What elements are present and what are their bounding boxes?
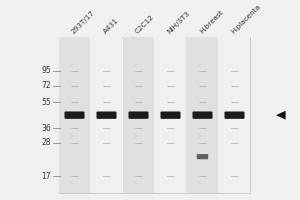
FancyBboxPatch shape (224, 111, 244, 119)
FancyBboxPatch shape (160, 111, 181, 119)
Text: C2C12: C2C12 (134, 14, 155, 35)
Text: 55: 55 (41, 98, 51, 107)
Bar (58, 37, 91, 193)
Bar (218, 37, 250, 193)
FancyBboxPatch shape (64, 111, 85, 119)
Text: 36: 36 (41, 124, 51, 133)
Text: 293T/17: 293T/17 (70, 9, 96, 35)
Text: 17: 17 (41, 172, 51, 181)
FancyBboxPatch shape (193, 111, 212, 119)
Text: A431: A431 (102, 17, 120, 35)
Text: 28: 28 (41, 138, 51, 147)
Polygon shape (276, 111, 286, 120)
Text: 95: 95 (41, 66, 51, 75)
Bar (154, 37, 187, 193)
FancyBboxPatch shape (128, 111, 148, 119)
Bar (58, 37, 250, 193)
Bar (91, 37, 122, 193)
Bar (122, 37, 154, 193)
Text: 72: 72 (41, 81, 51, 90)
FancyBboxPatch shape (97, 111, 116, 119)
Text: H.breast: H.breast (198, 9, 224, 35)
Text: H.placenta: H.placenta (230, 3, 262, 35)
Bar (187, 37, 218, 193)
FancyBboxPatch shape (197, 154, 208, 159)
Text: NIH/3T3: NIH/3T3 (166, 10, 191, 35)
